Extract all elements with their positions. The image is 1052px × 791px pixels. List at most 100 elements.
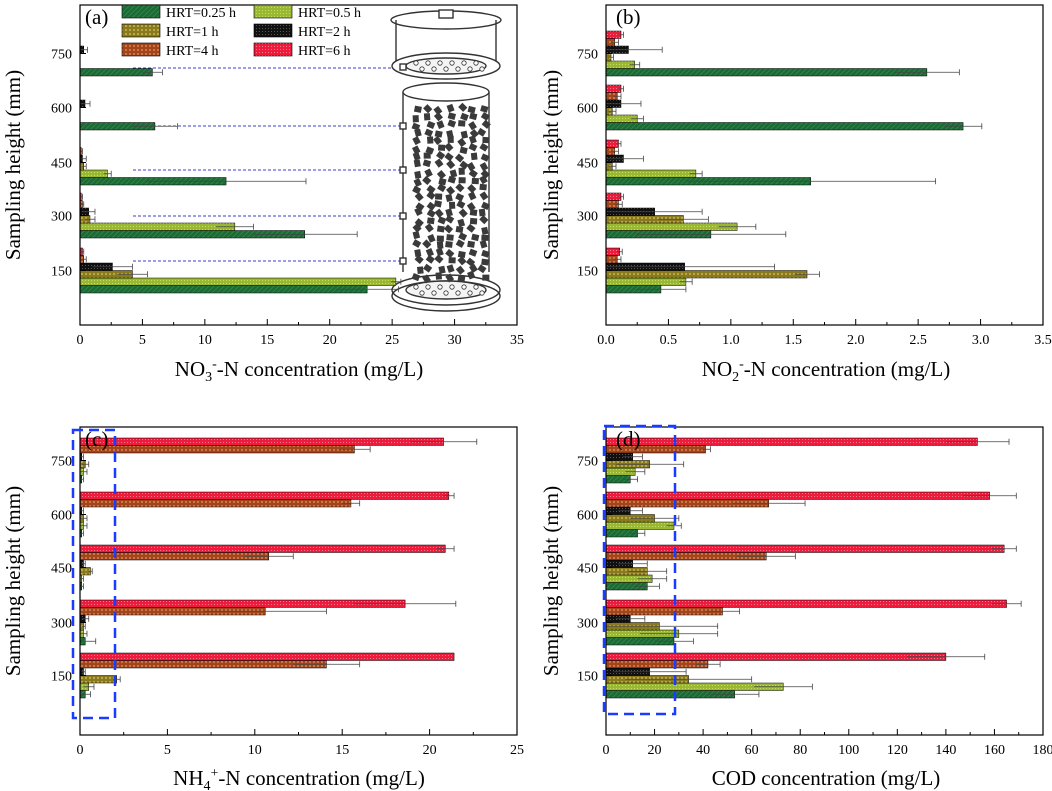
y-axis-label: Sampling height (mm) [1,486,25,676]
packing-media [413,159,421,168]
plot-frame [79,426,518,736]
packing-media [470,152,478,161]
packing-media [438,265,446,274]
packing-media [456,200,466,209]
packing-media [469,209,478,216]
x-tick-label: 25 [510,743,524,758]
x-tick-label: 160 [984,743,1005,758]
x-axis-label: NO2--N concentration (mg/L) [702,357,950,385]
packing-media [455,192,465,202]
packing-media [414,249,422,258]
packing-media [416,266,424,275]
x-axis-label: NH4+-N concentration (mg/L) [173,766,425,791]
packing-media [477,127,487,137]
plate-hole [473,60,479,66]
y-tick-label: 600 [51,509,72,524]
packing-media [412,151,421,161]
packing-media [468,143,478,152]
packing-media [479,240,488,249]
legend: HRT=0.25 h HRT=0.5 h HRT=1 h HRT=2 h HRT=4 h… [121,4,361,59]
packing-media [480,169,490,179]
x-tick-label: 2.5 [909,333,927,348]
packing-media [457,250,466,259]
plate-hole [425,60,431,66]
packing-media [437,183,447,193]
packing-media [469,128,479,139]
packing-media [434,208,444,218]
plate-hole [467,66,473,72]
packing-media [423,113,431,121]
bar-a-450-s1 [79,169,108,178]
packing-media [458,120,466,127]
x-tick-label: 20 [323,333,337,348]
y-tick-label: 750 [577,48,598,63]
packing-media [454,153,465,163]
y-tick-label: 450 [51,157,72,172]
packing-media [444,152,454,162]
packing-media [449,169,458,178]
bar-c-150-s2 [79,675,117,684]
packing-media [471,177,479,185]
packing-media [413,105,422,113]
y-axis-label: Sampling height (mm) [1,70,25,260]
packing-media [425,146,435,155]
y-tick-label: 750 [577,455,598,470]
packing-media [426,184,436,194]
plate-hole [479,66,485,72]
packing-media [460,130,469,139]
bar-c-600-s4 [79,499,352,508]
packing-media [411,122,421,131]
packing-media [446,103,455,113]
y-tick-label: 150 [577,670,598,685]
packing-media [412,239,422,248]
x-tick-label: 0 [603,743,610,758]
packing-media [446,264,455,273]
packing-media [414,207,423,216]
packing-media [434,158,444,168]
x-tick-label: 20 [423,743,437,758]
packing-media [446,159,456,170]
y-tick-label: 300 [51,210,72,225]
x-tick-label: 1.5 [785,333,803,348]
packing-media [427,234,436,243]
legend-label: HRT=1 h [166,25,219,40]
packing-media [447,135,454,143]
packing-media [455,265,465,275]
panel-label: (b) [616,5,641,29]
reactor-illustration [390,9,502,312]
bar-c-450-s4 [79,552,270,561]
y-tick-label: 600 [51,102,72,117]
packing-media [457,137,467,148]
packing-media [458,232,468,241]
packing-media [458,177,466,184]
packing-media [481,226,489,235]
legend-label: HRT=6 h [298,44,351,59]
panel-label: (c) [85,427,108,451]
packing-media [467,270,476,280]
x-tick-label: 0.5 [660,333,678,348]
packing-media [481,201,490,211]
packing-media [435,247,444,257]
packing-media [425,254,435,264]
plate-hole [413,284,419,290]
legend-label: HRT=0.5 h [298,6,361,21]
packing-media [478,208,486,217]
packing-media [445,273,455,283]
legend-label: HRT=2 h [298,25,351,40]
x-tick-label: 40 [696,743,710,758]
bar-d-150-s5 [605,652,947,661]
panel-b: 0.0 0.5 1.0 1.5 2.0 2.5 3.0 3.5 150 300 450 600 750 (… [539,4,1052,385]
bar-d-300-s5 [605,599,1007,608]
panel-label: (d) [616,427,641,451]
packing-media [468,248,478,257]
plate-hole [449,284,455,290]
packing-media [467,240,475,248]
packing-media [445,240,453,248]
packing-media [423,263,433,273]
packing-media [479,162,489,172]
packing-media [455,183,465,193]
plate-hole [473,284,479,290]
packing-media [423,152,431,159]
x-tick-label: 100 [838,743,859,758]
